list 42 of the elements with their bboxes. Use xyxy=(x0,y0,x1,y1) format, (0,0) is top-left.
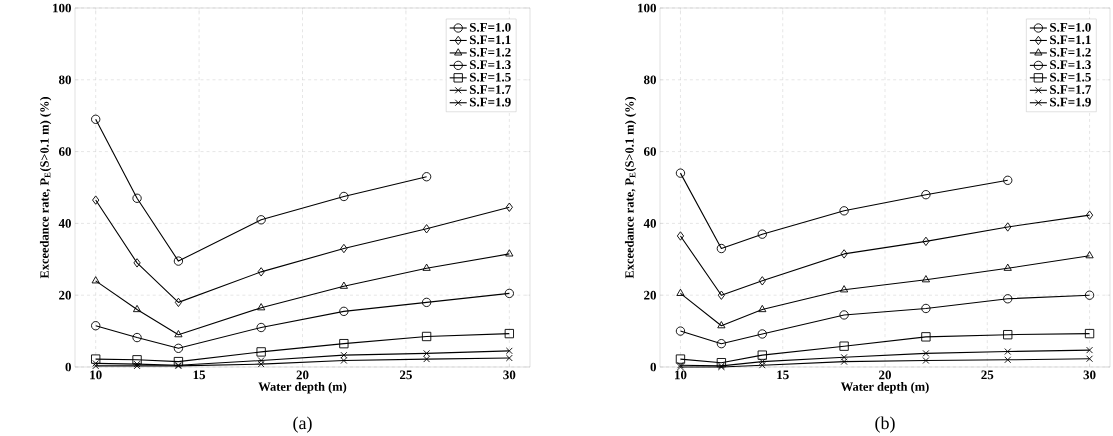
x-tick-label: 30 xyxy=(503,370,516,380)
y-tick-label: 80 xyxy=(58,75,71,85)
x-tick-label: 25 xyxy=(981,370,994,380)
legend-label: S.F=1.5 xyxy=(1050,72,1091,82)
y-tick-label: 40 xyxy=(643,218,656,228)
y-axis-title: Exceedance rate, P$_{E}$(S>0.1 m) (%) xyxy=(624,96,637,279)
legend-label: S.F=1.2 xyxy=(469,47,511,57)
y-tick-label: 0 xyxy=(650,362,656,372)
legend-label: S.F=1.1 xyxy=(1050,35,1091,45)
text: (a) xyxy=(293,416,312,433)
y-tick-label: 40 xyxy=(58,218,71,228)
legend-label: S.F=1.3 xyxy=(1050,60,1091,70)
x-tick-label: 25 xyxy=(399,370,412,380)
y-tick-label: 60 xyxy=(643,147,656,156)
legend-label: S.F=1.7 xyxy=(1050,85,1092,94)
text: (b) xyxy=(875,416,895,433)
x-axis-title: Water depth (m) xyxy=(258,382,347,394)
y-tick-label: 0 xyxy=(65,362,71,372)
x-tick-label: 20 xyxy=(296,370,309,380)
legend-label: S.F=1.7 xyxy=(469,85,511,94)
legend-label: S.F=1.3 xyxy=(469,60,511,70)
legend-label: S.F=1.5 xyxy=(469,72,511,82)
x-tick-label: 15 xyxy=(193,370,206,380)
x-tick-label: 15 xyxy=(777,370,789,380)
y-tick-label: 80 xyxy=(643,75,656,85)
y-tick-label: 20 xyxy=(59,290,71,300)
y-axis-title: Exceedance rate, P$_{E}$(S>0.1 m) (%) xyxy=(39,96,52,279)
x-tick-label: 10 xyxy=(90,370,102,380)
y-tick-label: 20 xyxy=(644,290,656,300)
x-tick-label: 10 xyxy=(675,370,687,380)
x-axis-title: Water depth (m) xyxy=(840,382,929,394)
x-tick-label: 30 xyxy=(1083,370,1096,380)
legend-label: S.F=1.9 xyxy=(1050,97,1091,107)
y-tick-label: 60 xyxy=(58,147,71,156)
y-tick-label: 100 xyxy=(53,3,71,13)
legend-label: S.F=1.0 xyxy=(1050,22,1091,32)
legend-label: S.F=1.1 xyxy=(469,35,511,45)
legend-label: S.F=1.9 xyxy=(469,97,511,107)
legend-label: S.F=1.2 xyxy=(1050,47,1091,57)
legend-label: S.F=1.0 xyxy=(469,22,511,32)
x-tick-label: 20 xyxy=(879,370,891,380)
y-tick-label: 100 xyxy=(638,3,656,13)
